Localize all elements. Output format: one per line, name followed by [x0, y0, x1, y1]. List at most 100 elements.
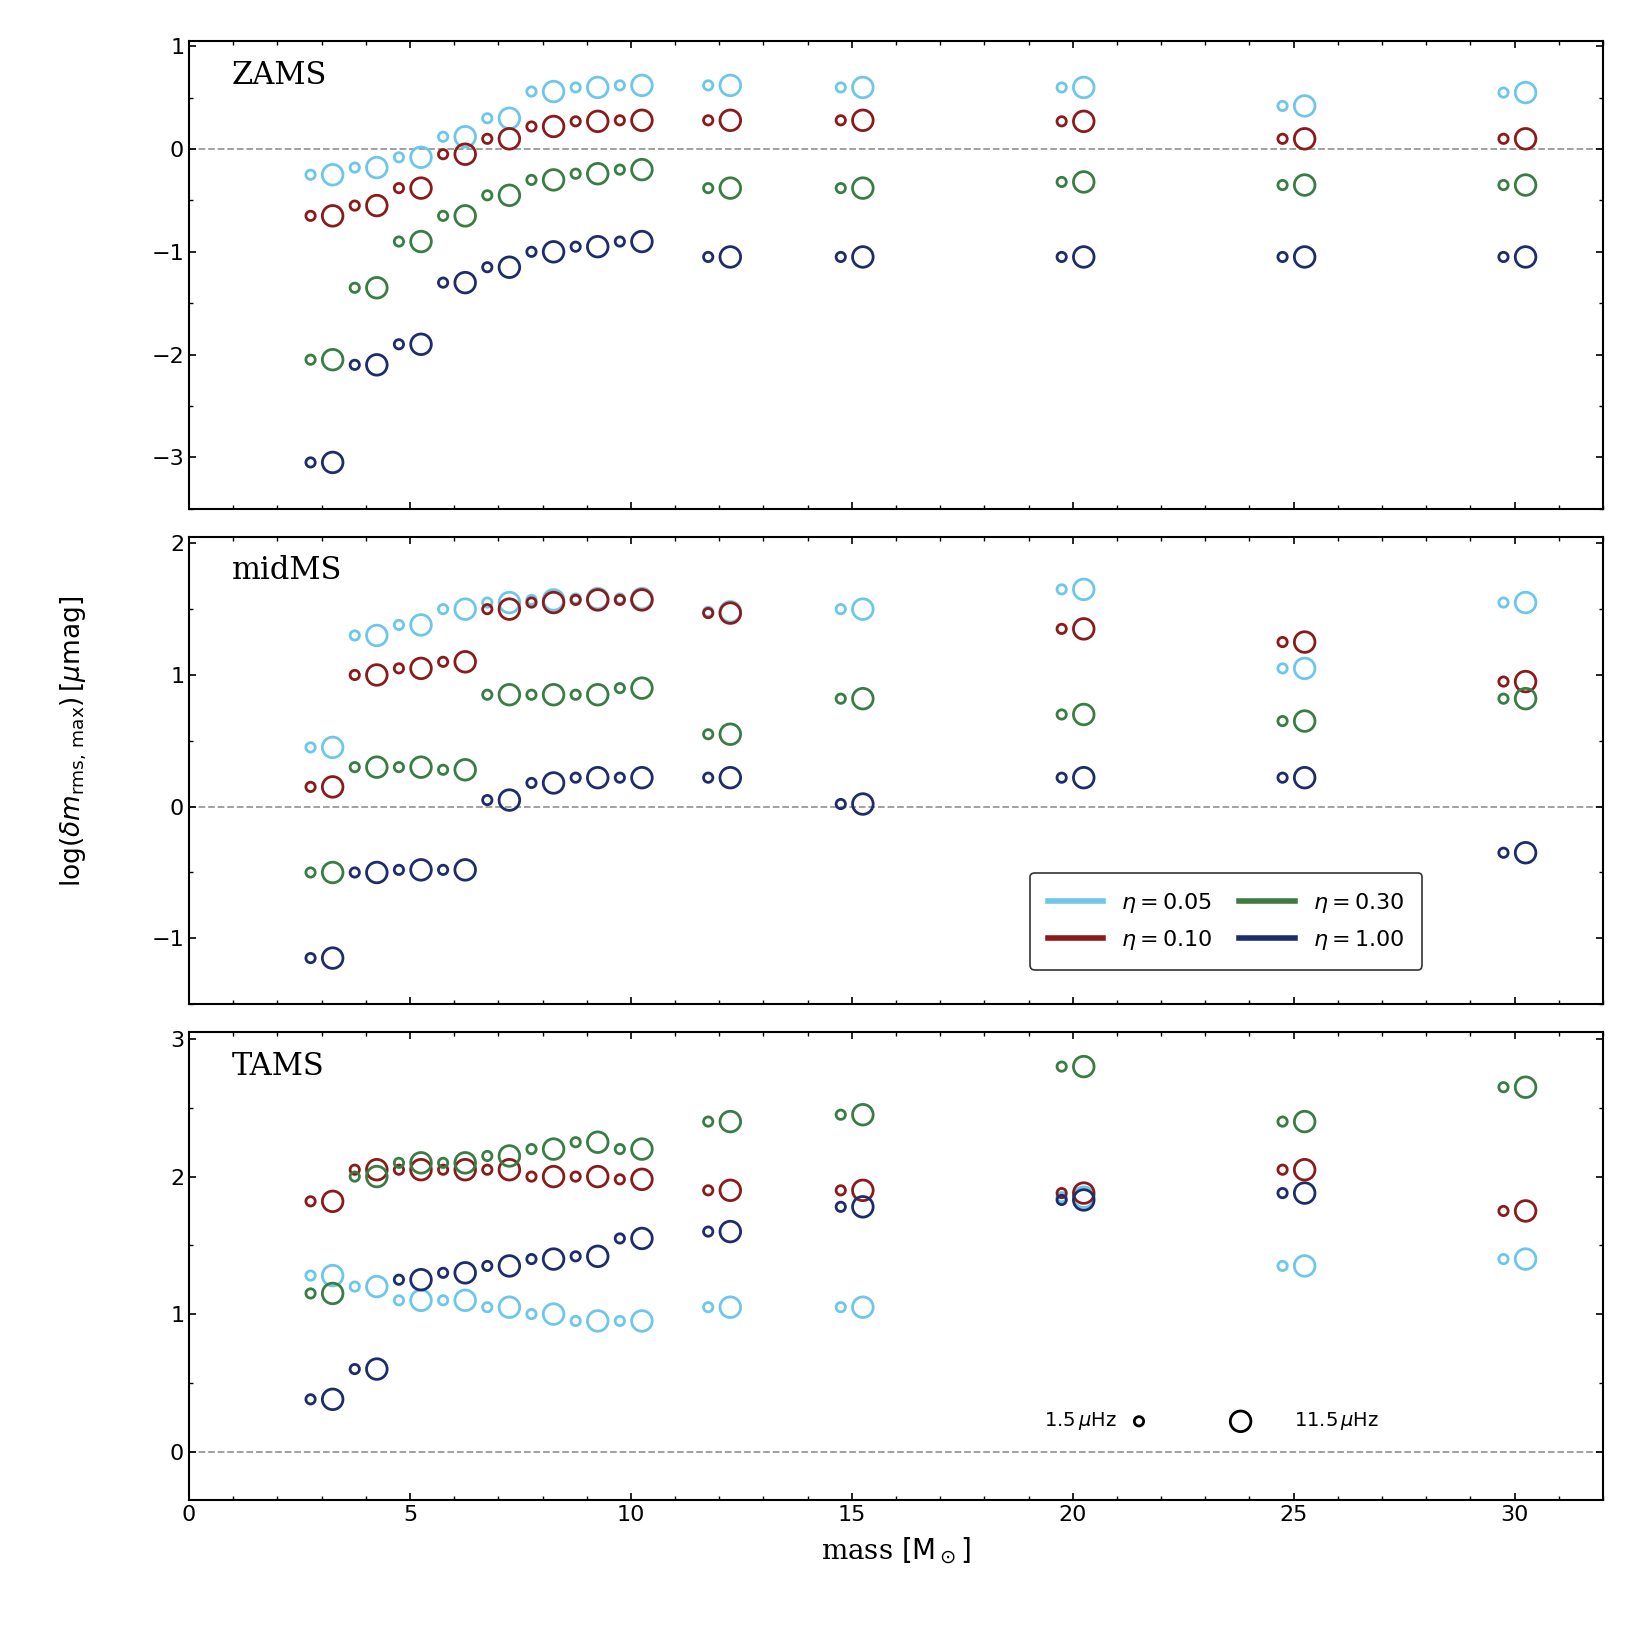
- Point: [452, 203, 478, 229]
- Point: [431, 857, 457, 883]
- Point: [1049, 244, 1075, 270]
- Point: [628, 676, 654, 702]
- Point: [496, 1252, 523, 1279]
- Point: [408, 331, 434, 358]
- Point: [717, 598, 743, 625]
- Point: [518, 1300, 544, 1327]
- Point: [1269, 1157, 1295, 1183]
- Point: [298, 346, 324, 372]
- Point: [628, 765, 654, 791]
- Point: [1070, 765, 1097, 791]
- Point: [717, 175, 743, 201]
- Point: [518, 166, 544, 193]
- Point: [850, 1294, 876, 1320]
- Point: [1070, 702, 1097, 728]
- Point: [1070, 577, 1097, 603]
- Point: [1049, 702, 1075, 728]
- Point: [585, 585, 612, 611]
- Point: [431, 270, 457, 297]
- Point: [541, 587, 567, 613]
- Point: [342, 662, 368, 689]
- Point: [1049, 109, 1075, 135]
- Point: [585, 1163, 612, 1190]
- X-axis label: mass $[{\rm M}_\odot]$: mass $[{\rm M}_\odot]$: [820, 1536, 972, 1566]
- Point: [1070, 1053, 1097, 1079]
- Point: [607, 587, 633, 613]
- Point: [1269, 125, 1295, 152]
- Point: [452, 1157, 478, 1183]
- Point: [695, 765, 722, 791]
- Point: [1049, 1053, 1075, 1079]
- Point: [518, 590, 544, 616]
- Point: [452, 649, 478, 676]
- Point: [1228, 1407, 1254, 1434]
- Point: [585, 765, 612, 791]
- Point: [827, 791, 853, 817]
- Point: [386, 1287, 413, 1313]
- Point: [607, 73, 633, 99]
- Point: [628, 1167, 654, 1193]
- Point: [518, 79, 544, 105]
- Point: [408, 611, 434, 638]
- Point: [541, 1135, 567, 1162]
- Point: [607, 107, 633, 133]
- Point: [695, 1109, 722, 1135]
- Point: [1491, 1246, 1517, 1272]
- Point: [431, 756, 457, 783]
- Point: [298, 773, 324, 799]
- Point: [850, 1101, 876, 1127]
- Point: [363, 1356, 390, 1383]
- Point: [452, 857, 478, 883]
- Point: [628, 229, 654, 255]
- Point: [1292, 765, 1318, 791]
- Point: [386, 755, 413, 781]
- Point: [827, 1177, 853, 1203]
- Point: [1049, 577, 1075, 603]
- Point: [585, 1129, 612, 1155]
- Point: [1491, 125, 1517, 152]
- Point: [319, 1386, 345, 1412]
- Point: [496, 1142, 523, 1168]
- Point: [541, 1300, 567, 1327]
- Point: [363, 755, 390, 781]
- Text: midMS: midMS: [232, 555, 342, 587]
- Point: [1491, 244, 1517, 270]
- Point: [1269, 656, 1295, 682]
- Point: [695, 1177, 722, 1203]
- Point: [607, 676, 633, 702]
- Point: [496, 1157, 523, 1183]
- Point: [386, 1157, 413, 1183]
- Point: [541, 79, 567, 105]
- Point: [473, 682, 500, 709]
- Point: [607, 229, 633, 255]
- Point: [1292, 1252, 1318, 1279]
- Point: [1269, 1109, 1295, 1135]
- Point: [607, 1135, 633, 1162]
- Point: [518, 587, 544, 613]
- Point: [628, 73, 654, 99]
- Point: [342, 755, 368, 781]
- Point: [408, 1157, 434, 1183]
- Point: [342, 1274, 368, 1300]
- Point: [1070, 1183, 1097, 1210]
- Text: TAMS: TAMS: [232, 1051, 324, 1083]
- Point: [518, 114, 544, 140]
- Point: [607, 1309, 633, 1335]
- Point: [386, 656, 413, 682]
- Point: [1292, 1157, 1318, 1183]
- Point: [1292, 656, 1318, 682]
- Point: [431, 597, 457, 623]
- Point: [496, 590, 523, 616]
- Point: [1512, 669, 1539, 695]
- Point: [452, 1259, 478, 1285]
- Point: [1049, 1180, 1075, 1206]
- Point: [408, 857, 434, 883]
- Point: [1269, 244, 1295, 270]
- Point: [431, 649, 457, 676]
- Point: [386, 611, 413, 638]
- Point: [562, 74, 589, 101]
- Point: [408, 1267, 434, 1294]
- Point: [850, 244, 876, 270]
- Point: [827, 597, 853, 623]
- Point: [562, 587, 589, 613]
